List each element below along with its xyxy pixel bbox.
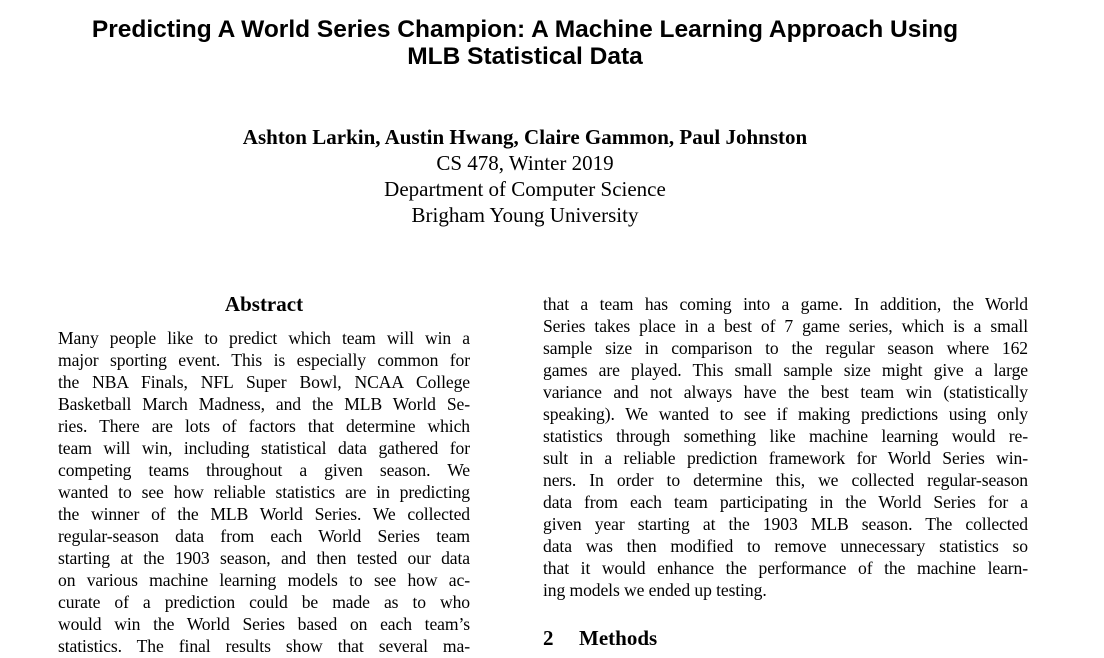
abstract-line: ries. There are lots of factors that det… xyxy=(58,416,470,436)
abstract-line: team will win, including statistical dat… xyxy=(58,438,470,458)
abstract-line: regular-season data from each World Seri… xyxy=(58,526,470,546)
right-column-line: sample size in comparison to the regular… xyxy=(543,338,1028,358)
right-column-line: statistics through something like machin… xyxy=(543,426,1028,446)
abstract-line: Many people like to predict which team w… xyxy=(58,328,470,348)
section-number: 2 xyxy=(543,626,554,650)
right-column-line: speaking). We wanted to see if making pr… xyxy=(543,404,1028,424)
right-column-line: games are played. This small sample size… xyxy=(543,360,1028,380)
abstract-line: statistics. The final results show that … xyxy=(58,636,470,656)
right-column-line: data from each team participating in the… xyxy=(543,492,1028,512)
abstract-heading: Abstract xyxy=(224,292,304,316)
right-column-line: Series takes place in a best of 7 game s… xyxy=(543,316,1028,336)
abstract-line: the NBA Finals, NFL Super Bowl, NCAA Col… xyxy=(58,372,470,392)
right-column-line: ners. In order to determine this, we col… xyxy=(543,470,1028,490)
author-names: Ashton Larkin, Austin Hwang, Claire Gamm… xyxy=(242,125,808,149)
paper-title-line-2: MLB Statistical Data xyxy=(407,43,643,70)
section-heading: 2 Methods xyxy=(543,625,657,651)
abstract-line: wanted to see how reliable statistics ar… xyxy=(58,482,470,502)
course-info: CS 478, Winter 2019 xyxy=(436,151,614,175)
abstract-body: Many people like to predict which team w… xyxy=(58,327,470,657)
right-column-line: sult in a reliable prediction framework … xyxy=(543,448,1028,468)
right-column-body: that a team has coming into a game. In a… xyxy=(543,293,1028,601)
section-title: Methods xyxy=(579,626,658,650)
abstract-line: curate of a prediction could be made as … xyxy=(58,592,470,612)
right-column-line: ing models we ended up testing. xyxy=(543,580,767,600)
right-column-line: that a team has coming into a game. In a… xyxy=(543,294,1028,314)
right-column-line: variance and not always have the best te… xyxy=(543,382,1028,402)
right-column-line: data was then modified to remove unneces… xyxy=(543,536,1028,556)
abstract-line: starting at the 1903 season, and then te… xyxy=(58,548,470,568)
right-column-line: given year starting at the 1903 MLB seas… xyxy=(543,514,1028,534)
abstract-line: major sporting event. This is especially… xyxy=(58,350,470,370)
abstract-line: Basketball March Madness, and the MLB Wo… xyxy=(58,394,470,414)
author-block: Ashton Larkin, Austin Hwang, Claire Gamm… xyxy=(0,124,1050,228)
paper-title-line-1: Predicting A World Series Champion: A Ma… xyxy=(91,16,959,43)
paper-title: Predicting A World Series Champion: A Ma… xyxy=(0,16,1050,70)
right-column-line: that it would enhance the performance of… xyxy=(543,558,1028,578)
university-name: Brigham Young University xyxy=(411,203,639,227)
department-name: Department of Computer Science xyxy=(384,177,666,201)
abstract-line: the winner of the MLB World Series. We c… xyxy=(58,504,470,524)
abstract-line: on various machine learning models to se… xyxy=(58,570,470,590)
abstract-line: competing teams throughout a given seaso… xyxy=(58,460,470,480)
abstract-line: would win the World Series based on each… xyxy=(58,614,470,634)
